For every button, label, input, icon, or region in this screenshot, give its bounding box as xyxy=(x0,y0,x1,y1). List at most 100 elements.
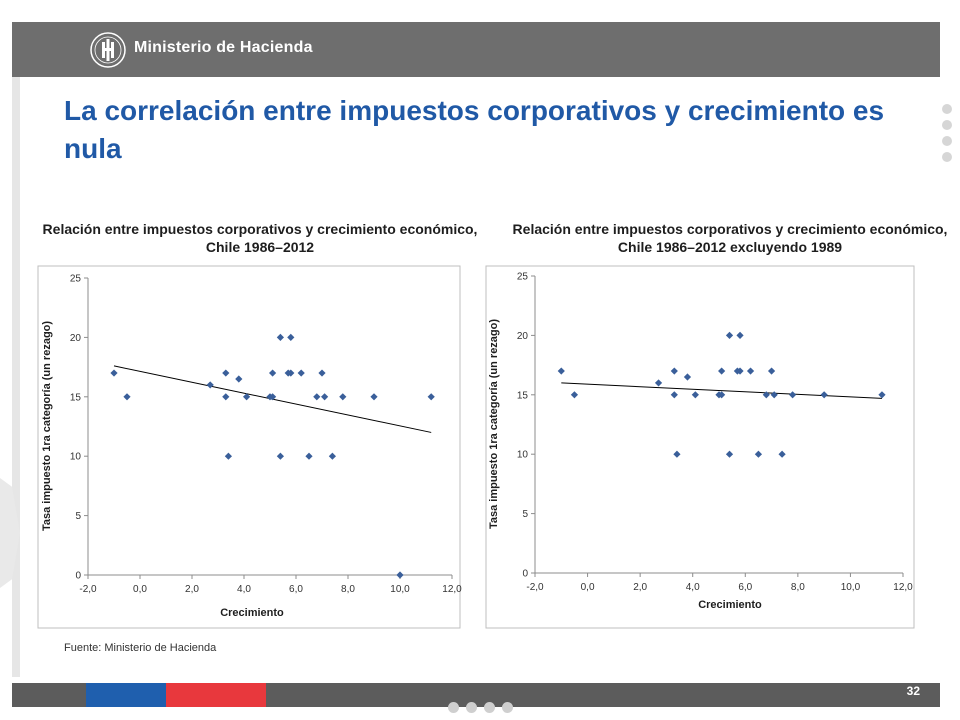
header-bar: Ministerio de Hacienda xyxy=(12,22,940,77)
y-tick-label: 15 xyxy=(70,392,82,403)
y-tick-label: 0 xyxy=(75,571,81,582)
side-bar xyxy=(12,77,20,677)
page-number: 32 xyxy=(906,684,920,698)
trendline xyxy=(561,382,882,399)
data-point xyxy=(305,452,313,460)
data-point xyxy=(670,367,678,375)
data-point xyxy=(736,331,744,339)
data-point xyxy=(654,379,663,387)
x-tick-label: 4,0 xyxy=(237,584,251,595)
data-point xyxy=(269,393,277,401)
data-point xyxy=(770,391,778,399)
x-tick-label: 2,0 xyxy=(633,582,647,593)
data-point xyxy=(110,369,118,377)
data-point xyxy=(778,450,786,458)
chart-frame xyxy=(485,265,915,629)
x-tick-label: 6,0 xyxy=(289,584,303,595)
x-tick-label: 10,0 xyxy=(841,582,861,593)
x-tick-label: 2,0 xyxy=(185,584,199,595)
chart-2-title: Relación entre impuestos corporativos y … xyxy=(512,221,948,255)
data-point xyxy=(123,393,131,401)
data-point xyxy=(725,331,734,339)
y-tick-label: 5 xyxy=(522,509,528,520)
data-point xyxy=(673,450,681,458)
data-point xyxy=(276,333,284,341)
data-point xyxy=(321,393,329,401)
x-tick-label: 8,0 xyxy=(341,584,355,595)
y-tick-label: 20 xyxy=(70,333,82,344)
x-tick-label: 8,0 xyxy=(791,582,805,593)
data-point xyxy=(718,367,726,375)
data-point xyxy=(287,369,295,377)
y-axis-label: Tasa impuesto 1ra categoría (un rezago) xyxy=(41,321,53,531)
data-point xyxy=(222,369,230,377)
data-point xyxy=(670,391,678,399)
data-point xyxy=(736,367,744,375)
x-tick-label: 12,0 xyxy=(442,584,462,595)
x-tick-label: -2,0 xyxy=(79,584,97,595)
y-tick-label: 25 xyxy=(517,272,529,283)
y-tick-label: 10 xyxy=(517,450,529,461)
data-point xyxy=(557,367,565,375)
data-point xyxy=(683,373,692,381)
data-point xyxy=(370,393,378,401)
data-point xyxy=(570,391,579,399)
x-axis-label: Crecimiento xyxy=(698,599,762,611)
x-tick-label: 6,0 xyxy=(738,582,752,593)
data-point xyxy=(767,367,776,375)
y-tick-label: 10 xyxy=(70,452,82,463)
x-axis-label: Crecimiento xyxy=(220,607,284,619)
data-point xyxy=(318,369,326,377)
data-point xyxy=(746,367,755,375)
data-point xyxy=(725,450,734,458)
data-point xyxy=(820,391,828,399)
data-point xyxy=(287,333,295,341)
data-point xyxy=(754,450,763,458)
data-point xyxy=(427,393,435,401)
footer-blue-stripe xyxy=(86,683,166,707)
y-tick-label: 0 xyxy=(522,569,528,580)
x-tick-label: 0,0 xyxy=(133,584,147,595)
y-tick-label: 15 xyxy=(517,390,529,401)
y-tick-label: 20 xyxy=(517,331,529,342)
data-point xyxy=(396,571,404,579)
ministry-logo-icon xyxy=(90,32,126,68)
data-point xyxy=(313,393,321,401)
data-point xyxy=(269,369,277,377)
y-axis-label: Tasa impuesto 1ra categoría (un rezago) xyxy=(488,319,500,529)
data-point xyxy=(224,452,232,460)
data-point xyxy=(691,391,699,399)
data-point xyxy=(235,375,243,383)
data-point xyxy=(762,391,770,399)
side-notch xyxy=(0,478,20,588)
data-point xyxy=(328,452,336,460)
chart-frame xyxy=(37,265,461,629)
chart-2: 0 5 10 15 20 25 -2,0 0,0 2,0 4,0 6,0 8,0 10,0 12,0 Cre… xyxy=(485,265,915,629)
top-frame xyxy=(0,0,960,22)
x-tick-label: 12,0 xyxy=(893,582,913,593)
data-point xyxy=(297,369,305,377)
footer-red-stripe xyxy=(166,683,266,707)
page-title: La correlación entre impuestos corporati… xyxy=(64,95,885,164)
data-point xyxy=(243,393,251,401)
footer-dots xyxy=(448,700,520,718)
chart-1: 0 5 10 15 20 25 -2,0 0,0 2,0 4,0 6,0 8,0 10,0 12,0 Cre… xyxy=(37,265,462,629)
data-point xyxy=(339,393,347,401)
chart-1-title: Relación entre impuestos corporativos y … xyxy=(42,221,478,255)
source-note: Fuente: Ministerio de Hacienda xyxy=(64,642,217,654)
data-point xyxy=(878,391,886,399)
brand-name: Ministerio de Hacienda xyxy=(134,39,313,56)
data-point xyxy=(206,381,214,389)
x-tick-label: -2,0 xyxy=(526,582,544,593)
data-point xyxy=(718,391,726,399)
x-tick-label: 4,0 xyxy=(686,582,700,593)
y-tick-label: 25 xyxy=(70,274,82,285)
data-point xyxy=(276,452,284,460)
data-point xyxy=(789,391,797,399)
data-point xyxy=(222,393,230,401)
y-tick-label: 5 xyxy=(75,511,81,522)
decorative-dots xyxy=(942,104,952,168)
x-tick-label: 10,0 xyxy=(390,584,410,595)
x-tick-label: 0,0 xyxy=(581,582,595,593)
